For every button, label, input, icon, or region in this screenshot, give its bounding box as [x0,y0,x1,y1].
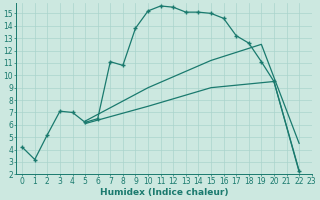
X-axis label: Humidex (Indice chaleur): Humidex (Indice chaleur) [100,188,228,197]
